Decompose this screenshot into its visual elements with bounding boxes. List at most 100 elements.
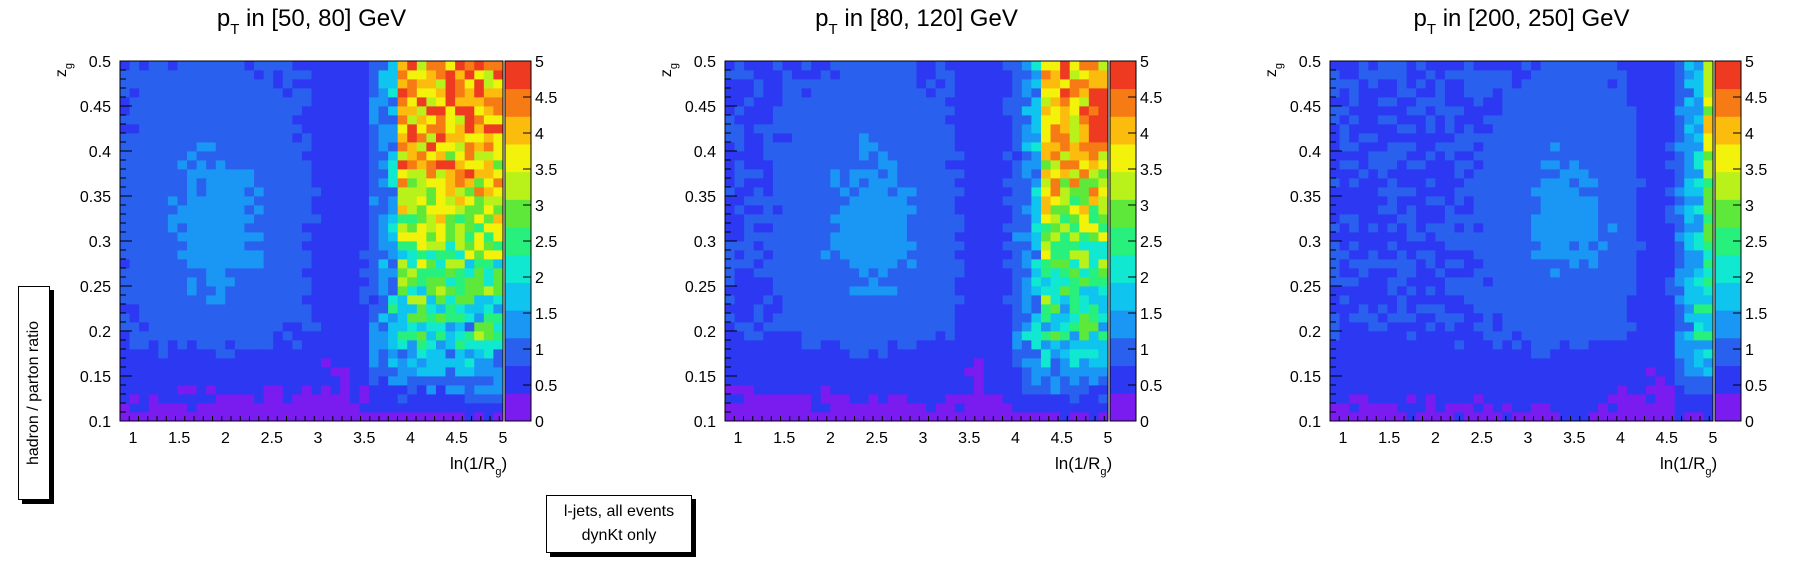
heatmap-cell bbox=[725, 124, 735, 134]
heatmap-cell bbox=[1665, 232, 1676, 242]
heatmap-cell bbox=[1636, 178, 1647, 188]
heatmap-cell bbox=[887, 331, 898, 341]
heatmap-cell bbox=[254, 214, 265, 224]
heatmap-cell bbox=[311, 313, 322, 323]
heatmap-cell bbox=[273, 88, 284, 98]
heatmap-cell bbox=[1435, 232, 1446, 242]
heatmap-cell bbox=[359, 250, 370, 260]
heatmap-cell bbox=[1473, 232, 1484, 242]
heatmap-cell bbox=[1578, 214, 1589, 224]
heatmap-cell bbox=[1617, 295, 1628, 305]
heatmap-cell bbox=[1684, 376, 1695, 386]
heatmap-cell bbox=[1559, 286, 1570, 296]
heatmap-cell bbox=[811, 115, 822, 125]
heatmap-cell bbox=[1031, 160, 1042, 170]
heatmap-cell bbox=[388, 331, 399, 341]
heatmap-cell bbox=[916, 214, 927, 224]
heatmap-cell bbox=[1569, 133, 1580, 143]
heatmap-cell bbox=[839, 331, 850, 341]
heatmap-cell bbox=[935, 331, 946, 341]
heatmap-cell bbox=[1531, 304, 1542, 314]
heatmap-cell bbox=[263, 322, 274, 332]
heatmap-cell bbox=[1674, 385, 1685, 395]
heatmap-cell bbox=[1444, 124, 1455, 134]
heatmap-cell bbox=[859, 214, 870, 224]
heatmap-cell bbox=[1483, 115, 1494, 125]
heatmap-cell bbox=[1358, 115, 1369, 125]
heatmap-cell bbox=[849, 322, 860, 332]
heatmap-cell bbox=[1511, 115, 1522, 125]
heatmap-cell bbox=[1339, 88, 1350, 98]
heatmap-cell bbox=[820, 214, 831, 224]
heatmap-cell bbox=[1569, 376, 1580, 386]
heatmap-cell bbox=[139, 358, 150, 368]
heatmap-cell bbox=[359, 133, 370, 143]
heatmap-cell bbox=[148, 187, 159, 197]
heatmap-cell bbox=[225, 196, 236, 206]
heatmap-cell bbox=[1569, 250, 1580, 260]
heatmap-cell bbox=[215, 133, 226, 143]
heatmap-cell bbox=[1358, 394, 1369, 404]
heatmap-cell bbox=[859, 376, 870, 386]
heatmap-cell bbox=[215, 124, 226, 134]
heatmap-cell bbox=[859, 205, 870, 215]
heatmap-cell bbox=[330, 160, 341, 170]
heatmap-cell bbox=[158, 286, 169, 296]
heatmap-cell bbox=[426, 232, 437, 242]
heatmap-cell bbox=[397, 178, 408, 188]
heatmap-cell bbox=[906, 178, 917, 188]
heatmap-cell bbox=[206, 367, 217, 377]
heatmap-cell bbox=[1636, 205, 1647, 215]
heatmap-cell bbox=[1406, 268, 1417, 278]
heatmap-cell bbox=[1607, 196, 1618, 206]
heatmap-cell bbox=[321, 259, 332, 269]
heatmap-cell bbox=[945, 223, 956, 233]
heatmap-cell bbox=[1387, 412, 1398, 422]
heatmap-cell bbox=[1454, 322, 1465, 332]
heatmap-cell bbox=[1435, 61, 1446, 71]
heatmap-cell bbox=[464, 70, 475, 80]
heatmap-cell bbox=[1425, 331, 1436, 341]
heatmap-cell bbox=[1050, 277, 1061, 287]
heatmap-cell bbox=[225, 70, 236, 80]
heatmap-cell bbox=[830, 79, 841, 89]
heatmap-cell bbox=[1617, 88, 1628, 98]
heatmap-cell bbox=[273, 340, 284, 350]
heatmap-cell bbox=[868, 286, 879, 296]
heatmap-cell bbox=[849, 331, 860, 341]
heatmap-cell bbox=[445, 160, 456, 170]
heatmap-cell bbox=[234, 385, 245, 395]
heatmap-cell bbox=[763, 142, 774, 152]
heatmap-cell bbox=[1377, 367, 1388, 377]
heatmap-cell bbox=[1454, 205, 1465, 215]
heatmap-cell bbox=[1358, 88, 1369, 98]
heatmap-cell bbox=[148, 349, 159, 359]
heatmap-cell bbox=[1050, 187, 1061, 197]
heatmap-cell bbox=[1617, 124, 1628, 134]
heatmap-cell bbox=[340, 268, 351, 278]
heatmap-cell bbox=[1040, 70, 1051, 80]
heatmap-cell bbox=[1588, 214, 1599, 224]
heatmap-cell bbox=[1012, 205, 1023, 215]
heatmap-cell bbox=[311, 385, 322, 395]
heatmap-cell bbox=[906, 169, 917, 179]
heatmap-cell bbox=[792, 88, 802, 98]
heatmap-cell bbox=[763, 106, 774, 116]
heatmap-cell bbox=[801, 142, 812, 152]
heatmap-cell bbox=[464, 313, 475, 323]
heatmap-cell bbox=[801, 268, 812, 278]
heatmap-cell bbox=[483, 70, 494, 80]
heatmap-cell bbox=[1492, 232, 1503, 242]
heatmap-cell bbox=[1435, 97, 1446, 107]
heatmap-cell bbox=[397, 286, 408, 296]
heatmap-cell bbox=[849, 70, 860, 80]
heatmap-cell bbox=[167, 340, 178, 350]
heatmap-cell bbox=[301, 340, 312, 350]
heatmap-cell bbox=[359, 70, 370, 80]
heatmap-cell bbox=[1444, 106, 1455, 116]
heatmap-cell bbox=[378, 358, 389, 368]
heatmap-cell bbox=[187, 178, 197, 188]
heatmap-cell bbox=[1464, 340, 1475, 350]
heatmap-cell bbox=[1617, 313, 1628, 323]
heatmap-cell bbox=[1088, 295, 1099, 305]
